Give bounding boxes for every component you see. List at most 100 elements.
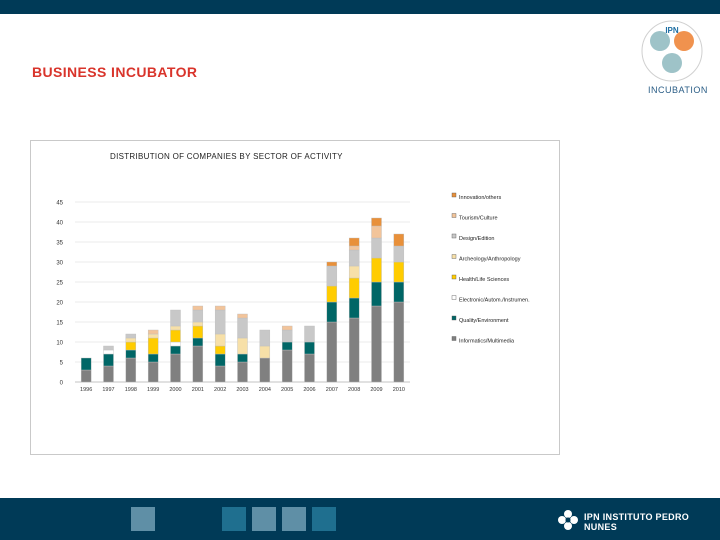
bar-segment: [348, 277, 360, 299]
bar-segment: [103, 345, 114, 351]
bar-segment: [259, 357, 271, 383]
bar-segment: [237, 317, 248, 339]
x-tick-label: 2007: [326, 387, 338, 393]
bar-segment: [393, 233, 405, 247]
chart-title: DISTRIBUTION OF COMPANIES BY SECTOR OF A…: [110, 152, 343, 161]
x-tick-label: 2005: [281, 387, 293, 393]
bar-segment: [214, 309, 226, 335]
x-tick-label: 2001: [192, 387, 204, 393]
bar-segment: [304, 353, 315, 383]
x-tick-label: 2009: [370, 387, 382, 393]
bar-segment: [237, 337, 248, 355]
bar-segment: [326, 285, 338, 303]
x-tick-label: 2000: [169, 387, 181, 393]
legend-label: Innovation/others: [459, 195, 501, 201]
bar-segment: [125, 357, 137, 383]
bar-segment: [80, 357, 92, 371]
bar-segment: [147, 333, 159, 339]
bar-segment: [281, 329, 293, 343]
legend-label: Quality/Environment: [459, 318, 509, 324]
bar-segment: [304, 341, 315, 355]
y-tick-label: 45: [56, 201, 63, 207]
legend-label: Health/Life Sciences: [459, 277, 509, 283]
bar-segment: [192, 345, 204, 383]
bar-segment: [371, 281, 382, 307]
bar-segment: [348, 245, 360, 251]
bar-segment: [326, 301, 338, 323]
bar-segment: [214, 333, 226, 347]
bar-segment: [237, 313, 248, 319]
bar-segment: [125, 341, 137, 351]
bar-segment: [125, 349, 137, 359]
bar-segment: [170, 345, 181, 355]
bar-segment: [80, 369, 92, 383]
ipn-flower-icon: [558, 510, 578, 530]
footer-decor-square: [131, 507, 155, 531]
bar-segment: [237, 353, 248, 363]
bar-segment: [259, 345, 271, 359]
bar-segment: [371, 305, 382, 383]
legend-swatch: [451, 254, 457, 259]
x-tick-label: 2006: [303, 387, 315, 393]
bar-segment: [214, 365, 226, 383]
bar-segment: [393, 261, 405, 283]
x-tick-label: 1998: [125, 387, 137, 393]
bar-segment: [192, 337, 204, 347]
bar-segment: [371, 237, 382, 259]
bar-segment: [170, 341, 181, 347]
logo-caption: INCUBATION: [648, 85, 708, 95]
footer-institute: IPN INSTITUTO PEDRO NUNES: [584, 512, 720, 532]
bar-segment: [326, 321, 338, 383]
bar-segment: [192, 309, 204, 323]
legend-swatch: [451, 315, 457, 321]
y-tick-label: 30: [56, 261, 63, 267]
x-tick-label: 2008: [348, 387, 360, 393]
logo-text: IPN: [665, 26, 679, 35]
bar-segment: [192, 305, 204, 311]
legend-label: Design/Edition: [459, 236, 494, 242]
legend-label: Informatics/Multimedia: [459, 339, 515, 345]
bar-segment: [393, 245, 405, 263]
bar-segment: [348, 237, 360, 247]
bar-segment: [371, 217, 382, 227]
x-tick-label: 2010: [393, 387, 405, 393]
bar-segment: [348, 249, 360, 267]
bar-segment: [237, 361, 248, 383]
legend-swatch: [451, 274, 457, 280]
bar-segment: [348, 265, 360, 279]
bar-segment: [103, 349, 114, 355]
bar-segment: [326, 265, 338, 287]
y-tick-label: 35: [56, 241, 63, 247]
footer-decor-square: [252, 507, 276, 531]
footer-decor-square: [222, 507, 246, 531]
bar-segment: [170, 353, 181, 383]
bar-segment: [393, 281, 405, 303]
x-tick-label: 2002: [214, 387, 226, 393]
x-tick-label: 2003: [236, 387, 248, 393]
bar-segment: [170, 309, 181, 327]
footer-logo-text: IPN: [584, 512, 600, 522]
y-tick-label: 0: [60, 381, 64, 387]
legend-label: Electronic/Autom./Instrumen.: [459, 298, 530, 304]
legend-swatch: [451, 295, 457, 300]
bar-segment: [125, 337, 137, 343]
y-tick-label: 40: [56, 221, 63, 227]
footer-bar: [0, 498, 720, 540]
page-title: BUSINESS INCUBATOR: [32, 64, 198, 80]
chart-frame: [30, 140, 560, 455]
bar-segment: [348, 317, 360, 383]
x-tick-label: 1997: [102, 387, 114, 393]
bar-segment: [170, 329, 181, 343]
bar-segment: [147, 361, 159, 383]
footer-institute-name: INSTITUTO PEDRO NUNES: [584, 512, 690, 532]
bar-segment: [103, 353, 114, 367]
legend-label: Tourism/Culture: [459, 216, 498, 222]
bar-segment: [214, 345, 226, 355]
bar-segment: [281, 349, 293, 383]
bar-segment: [103, 365, 114, 383]
top-banner: [0, 0, 720, 14]
bar-segment: [348, 297, 360, 319]
bar-segment: [393, 301, 405, 383]
bar-segment: [259, 329, 271, 347]
